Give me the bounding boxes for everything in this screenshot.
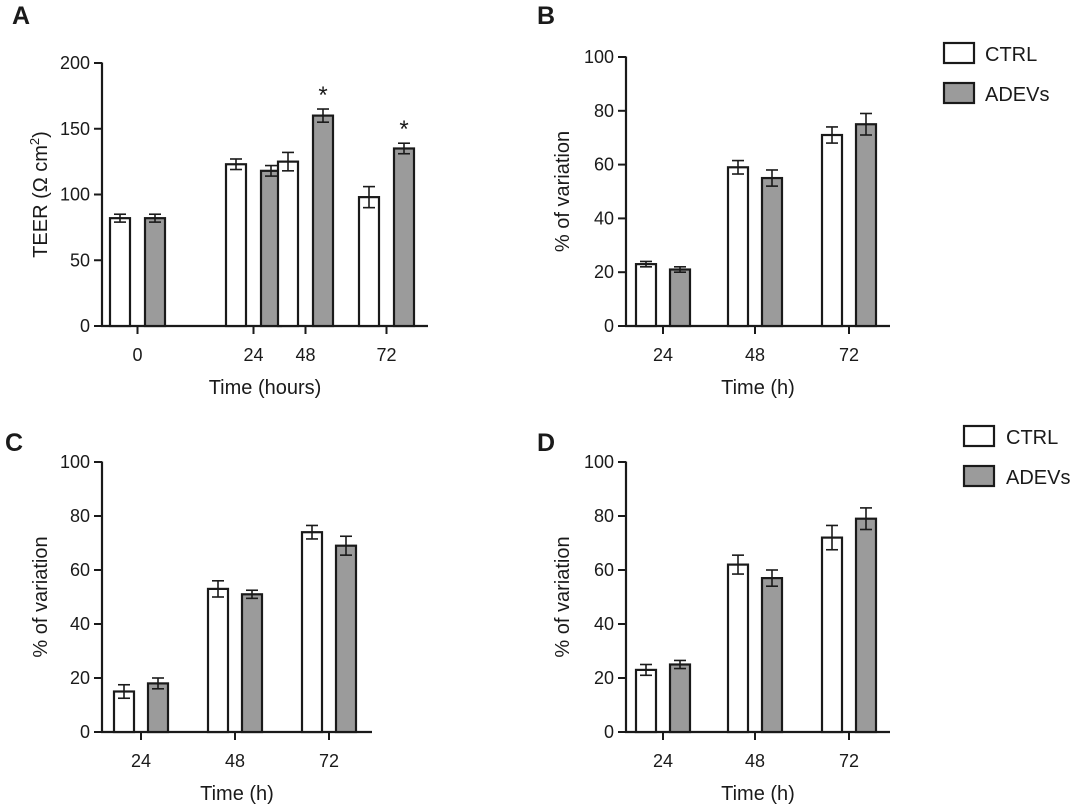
bar-ctrl [820, 133, 844, 328]
x-tick-label: 72 [839, 751, 859, 771]
y-tick-label: 100 [60, 452, 90, 472]
x-tick-label: 48 [745, 751, 765, 771]
y-axis-title-text: % of variation [552, 131, 574, 252]
bar-ctrl [276, 160, 300, 328]
bar-ctrl [206, 587, 230, 734]
bar-ctrl [726, 563, 750, 734]
legend-label: CTRL [985, 44, 1037, 66]
bar-adevs [668, 268, 692, 328]
legend-swatch-adevs [962, 464, 996, 488]
y-tick-label: 60 [70, 560, 90, 580]
bar-adevs [854, 123, 878, 328]
y-tick-label: 0 [80, 722, 90, 742]
bar-ctrl [108, 217, 132, 328]
panel-letter: A [12, 2, 30, 30]
y-tick-label: 0 [604, 316, 614, 336]
bar-ctrl [357, 196, 381, 328]
bar-ctrl [820, 536, 844, 734]
bar-ctrl [634, 263, 658, 328]
significance-marker: * [318, 82, 327, 109]
y-axis-title-sup: 2 [27, 138, 42, 145]
chart-panel-d: D 0 20 40 60 80 100 24 48 72 Time (h) % of variatio… [537, 424, 1070, 805]
y-tick-label: 0 [604, 722, 614, 742]
x-tick-label: 72 [839, 345, 859, 365]
x-tick-label: 72 [376, 345, 396, 365]
y-axis-title-text: % of variation [30, 536, 52, 657]
x-tick-label: 48 [295, 345, 315, 365]
y-tick-label: 60 [594, 560, 614, 580]
y-tick-label: 100 [60, 185, 90, 205]
panel-letter: B [537, 2, 555, 30]
bar-ctrl [224, 163, 248, 328]
chart-panel-a: A 0 50 100 150 200 0 24 48 72 * * Time (hours) TEER (… [12, 2, 428, 399]
legend-swatch-adevs [942, 81, 976, 105]
bar-adevs [311, 114, 335, 328]
bar-ctrl [726, 166, 750, 328]
x-tick-label: 24 [131, 751, 151, 771]
x-tick-label: 0 [132, 345, 142, 365]
y-tick-label: 80 [70, 506, 90, 526]
y-tick-label: 0 [80, 316, 90, 336]
y-axis-title-text: TEER (Ω cm [30, 145, 52, 258]
y-tick-label: 100 [584, 47, 614, 67]
legend-swatch-ctrl [942, 41, 976, 65]
x-tick-label: 24 [243, 345, 263, 365]
x-tick-label: 72 [319, 751, 339, 771]
y-axis-title: % of variation [552, 131, 574, 252]
y-tick-label: 40 [70, 614, 90, 634]
x-tick-label: 24 [653, 751, 673, 771]
y-tick-label: 40 [594, 614, 614, 634]
y-axis-title: % of variation [552, 536, 574, 657]
y-axis-title: TEER (Ω cm2) [27, 131, 52, 258]
y-axis-title: % of variation [30, 536, 52, 657]
y-tick-label: 200 [60, 53, 90, 73]
panel-letter: C [5, 429, 23, 457]
y-tick-label: 60 [594, 155, 614, 175]
significance-marker: * [399, 116, 408, 143]
y-tick-label: 50 [70, 250, 90, 270]
y-tick-label: 20 [594, 262, 614, 282]
bar-adevs [146, 682, 170, 734]
chart-panel-b: B 0 20 40 60 80 100 24 48 72 Time (h) % of variatio… [537, 2, 1049, 399]
bar-adevs [854, 517, 878, 734]
y-tick-label: 80 [594, 506, 614, 526]
chart-panel-c: C 0 20 40 60 80 100 24 48 72 Time (h) % of variatio… [5, 429, 372, 805]
y-tick-label: 100 [584, 452, 614, 472]
x-tick-label: 48 [225, 751, 245, 771]
y-axis-title-end: ) [30, 131, 52, 138]
legend-label: ADEVs [1006, 467, 1070, 489]
y-tick-label: 20 [594, 668, 614, 688]
bar-adevs [760, 576, 784, 734]
x-axis-title: Time (hours) [209, 377, 322, 399]
x-axis-title: Time (h) [721, 377, 795, 399]
x-axis-title: Time (h) [200, 783, 274, 805]
bar-adevs [143, 217, 167, 328]
x-tick-label: 48 [745, 345, 765, 365]
legend-label: CTRL [1006, 427, 1058, 449]
bar-adevs [760, 176, 784, 328]
y-tick-label: 80 [594, 101, 614, 121]
y-axis-title-text: % of variation [552, 536, 574, 657]
legend-swatch-ctrl [962, 424, 996, 448]
bar-adevs [334, 544, 358, 734]
x-tick-label: 24 [653, 345, 673, 365]
y-tick-label: 40 [594, 208, 614, 228]
bar-ctrl [634, 668, 658, 734]
x-axis-title: Time (h) [721, 783, 795, 805]
y-tick-label: 150 [60, 119, 90, 139]
legend-label: ADEVs [985, 84, 1049, 106]
bar-adevs [240, 593, 264, 734]
bar-ctrl [300, 531, 324, 734]
bar-adevs [668, 663, 692, 734]
y-tick-label: 20 [70, 668, 90, 688]
bar-adevs [392, 147, 416, 328]
panel-letter: D [537, 429, 555, 457]
